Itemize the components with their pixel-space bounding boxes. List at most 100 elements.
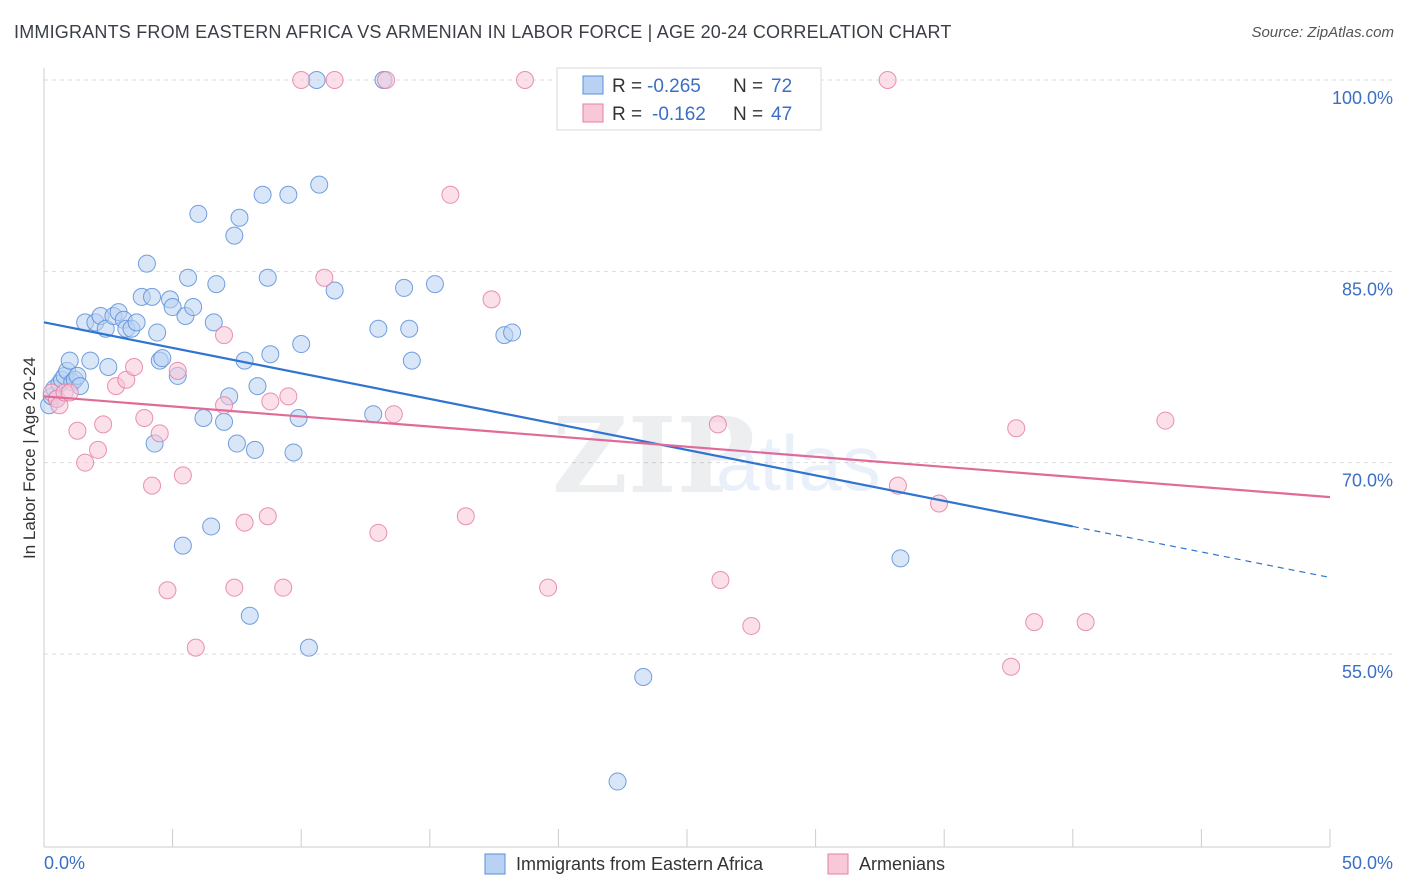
data-point [158, 581, 177, 600]
data-point [68, 421, 87, 440]
data-point [284, 443, 303, 462]
data-point [94, 415, 113, 434]
data-point [369, 523, 388, 542]
data-point [1156, 411, 1175, 430]
data-point [207, 275, 226, 294]
data-point [364, 405, 383, 424]
data-point [204, 313, 223, 332]
data-point [60, 351, 79, 370]
bottom-legend-label-pink: Armenians [859, 854, 945, 874]
data-point [711, 571, 730, 590]
data-point [184, 298, 203, 317]
data-point [245, 440, 264, 459]
legend-r-value-blue: -0.265 [647, 76, 701, 97]
data-point [279, 185, 298, 204]
data-point [425, 275, 444, 294]
data-point [369, 319, 388, 338]
legend-swatch-pink [582, 103, 604, 123]
data-point [930, 494, 949, 513]
bottom-legend-swatch-pink [827, 853, 849, 875]
bottom-legend: Immigrants from Eastern Africa Armenians [484, 853, 945, 875]
data-point [456, 507, 475, 526]
data-point [230, 208, 249, 227]
top-legend: R = -0.265 N = 72 R = -0.162 N = 47 [556, 67, 822, 131]
data-point [891, 549, 910, 568]
data-point [202, 517, 221, 536]
data-point [225, 226, 244, 245]
data-point [274, 578, 293, 597]
watermark-zip: ZIP [552, 394, 755, 517]
data-point [402, 351, 421, 370]
data-point [215, 412, 234, 431]
data-point [235, 513, 254, 532]
x-ticks [43, 829, 1331, 847]
data-point [395, 278, 414, 297]
data-point [143, 476, 162, 495]
trend-line [43, 321, 1074, 528]
data-point [608, 772, 627, 791]
data-point [189, 204, 208, 223]
data-point [384, 405, 403, 424]
legend-r-label-blue: R = [612, 76, 642, 97]
data-point [225, 578, 244, 597]
legend-n-label-blue: N = [733, 76, 763, 97]
data-point [60, 383, 79, 402]
data-point [289, 409, 308, 428]
data-point [742, 616, 761, 635]
bottom-legend-label-blue: Immigrants from Eastern Africa [516, 854, 764, 874]
data-point [503, 323, 522, 342]
data-point [99, 358, 118, 376]
data-point [163, 298, 182, 317]
data-point [1076, 613, 1095, 632]
series-armenians-points [42, 71, 1175, 676]
data-point [135, 409, 154, 428]
data-point [227, 434, 246, 453]
data-point [261, 345, 280, 364]
data-point [81, 351, 100, 370]
data-point [153, 349, 172, 368]
data-point [279, 387, 298, 406]
data-point [194, 409, 213, 428]
legend-swatch-blue [582, 75, 604, 95]
legend-n-label-pink: N = [733, 104, 763, 125]
data-point [634, 667, 653, 686]
data-point [253, 185, 272, 204]
y-tick-label: 100.0% [1332, 88, 1393, 108]
data-point [248, 377, 267, 396]
x-tick-label-min: 0.0% [44, 853, 85, 873]
bottom-legend-swatch-blue [484, 853, 506, 875]
data-point [377, 71, 396, 89]
data-point [215, 326, 234, 345]
legend-r-value-pink: -0.162 [652, 104, 706, 125]
data-point [1025, 613, 1044, 632]
data-point [258, 507, 277, 526]
data-point [125, 358, 144, 376]
data-point [150, 424, 169, 443]
x-tick-label-max: 50.0% [1342, 853, 1393, 873]
y-tick-label: 85.0% [1342, 279, 1393, 299]
data-point [292, 335, 311, 354]
series-eastern-africa-points [40, 71, 910, 791]
y-tick-labels: 55.0% 70.0% 85.0% 100.0% [1332, 88, 1393, 682]
data-point [240, 606, 259, 625]
data-point [173, 536, 192, 555]
data-point [127, 313, 146, 332]
data-point [315, 268, 334, 287]
data-point [325, 71, 344, 89]
trend-line [43, 395, 1331, 499]
data-point [186, 638, 205, 657]
data-point [1007, 419, 1026, 438]
data-point [441, 185, 460, 204]
data-point [179, 268, 198, 287]
data-point [539, 578, 558, 597]
data-point [1002, 657, 1021, 676]
data-point [173, 466, 192, 485]
trend-lines [43, 321, 1331, 579]
source-credit: Source: ZipAtlas.com [1251, 24, 1394, 41]
data-point [482, 290, 501, 309]
data-point [708, 415, 727, 434]
legend-n-value-blue: 72 [771, 76, 792, 97]
data-point [299, 638, 318, 657]
y-tick-label: 55.0% [1342, 662, 1393, 682]
